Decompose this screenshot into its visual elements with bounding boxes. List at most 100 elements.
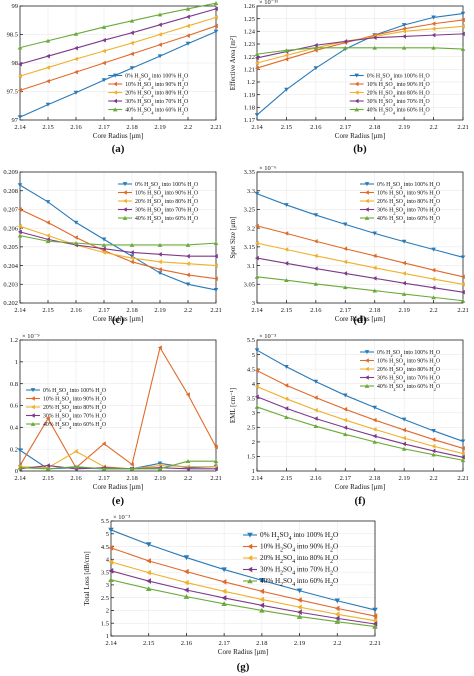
legend-text-part: O — [436, 367, 440, 373]
data-point — [401, 446, 407, 451]
x-tick-label: 2.15 — [42, 307, 53, 314]
y-tick-label: 98.5 — [7, 32, 18, 39]
legend-text-part: into 90% H — [405, 191, 434, 197]
data-point — [342, 222, 348, 227]
legend-text-part: O — [436, 384, 440, 390]
legend-text-part: into 60% H — [163, 216, 192, 222]
x-axis-label: Core Radius [μm] — [335, 483, 385, 491]
x-tick-label: 2.18 — [256, 640, 267, 647]
legend-subscript: 4 — [289, 536, 292, 542]
data-point — [17, 465, 23, 470]
legend-marker — [354, 81, 359, 87]
legend-entry-4: 40% H2SO4 into 60% H2O — [135, 216, 198, 225]
data-point — [313, 66, 319, 71]
legend-marker — [364, 350, 370, 355]
legend-text-part: O — [184, 91, 188, 97]
legend-marker — [122, 207, 127, 212]
legend-text-part: O — [333, 566, 338, 574]
legend-text-part: 30% H — [135, 208, 152, 214]
data-point — [460, 289, 465, 295]
legend-subscript: 2 — [192, 194, 195, 199]
data-point — [460, 445, 465, 451]
legend-text-part: into 70% H — [395, 99, 424, 105]
data-point — [460, 46, 466, 51]
y-tick-label: 0.203 — [3, 281, 18, 288]
data-point — [284, 203, 289, 208]
legend-marker — [30, 388, 36, 393]
legend-subscript: 2 — [330, 571, 333, 577]
data-point — [101, 466, 107, 471]
data-point — [213, 263, 218, 268]
series-line-4 — [110, 579, 376, 628]
legend-subscript: 2 — [330, 559, 333, 565]
data-point — [401, 417, 407, 422]
legend-subscript: 2 — [383, 111, 386, 116]
data-point — [401, 45, 407, 50]
legend-text-part: 10% H — [135, 191, 152, 197]
legend-text-part: into 90% H — [163, 191, 192, 197]
data-point — [313, 266, 318, 271]
legend-entry-3: 30% H2SO4 into 70% H2O — [135, 208, 198, 217]
x-tick-label: 2.18 — [126, 307, 137, 314]
series-line-0 — [19, 184, 217, 291]
data-point — [313, 281, 319, 286]
legend-entry-1: 10% H2SO4 into 90% H2O — [135, 191, 198, 200]
legend-text-part: O — [194, 191, 198, 197]
data-point — [157, 271, 163, 276]
legend-subscript: 2 — [277, 536, 280, 542]
legend-text-part: into 90% H — [395, 82, 424, 88]
legend-text-part: 10% H — [43, 397, 60, 403]
legend-subscript: 4 — [292, 559, 295, 565]
legend-subscript: 4 — [400, 186, 403, 191]
data-point — [108, 527, 114, 533]
x-tick-label: 2.19 — [294, 640, 305, 647]
data-point — [334, 615, 340, 622]
data-point — [185, 466, 190, 472]
data-point — [213, 276, 218, 281]
legend-text-part: 40% H — [43, 422, 60, 428]
legend-text-part: SO — [154, 199, 161, 205]
legend-text-part: 0% H — [125, 74, 139, 80]
legend-entry-3: 30% H2SO4 into 70% H2O — [260, 566, 338, 577]
data-point — [221, 601, 227, 607]
data-point — [129, 254, 135, 259]
legend-text-part: into 80% H — [154, 91, 183, 97]
data-point — [402, 435, 406, 441]
y-tick-label: 97 — [12, 117, 19, 124]
legend-subscript: 4 — [69, 409, 72, 414]
legend-text-part: O — [426, 74, 430, 80]
x-tick-label: 2.2 — [184, 307, 192, 314]
legend-subscript: 2 — [192, 220, 195, 225]
x-tick-label: 2.16 — [70, 307, 82, 314]
y-tick-label: 0.205 — [3, 244, 18, 251]
data-point — [183, 579, 189, 586]
data-point — [297, 597, 302, 603]
panel-caption: (e) — [112, 495, 125, 507]
legend-text-part: SO — [141, 74, 148, 80]
y-tick-label: 3.2 — [247, 225, 255, 232]
x-tick-label: 2.17 — [340, 124, 352, 131]
data-point — [157, 267, 162, 272]
legend-text-part: SO — [154, 208, 161, 214]
chart-panel-b: 1.17 1.18 1.19 1.2 1.21 1.22 1.23 1.24 1.25 1.26 2… — [229, 0, 469, 155]
legend-text-part: into 80% H — [405, 199, 434, 205]
y-tick-label: 1.25 — [244, 16, 255, 23]
legend-subscript: 2 — [434, 194, 437, 199]
x-tick-label: 2.14 — [251, 124, 263, 131]
legend-subscript: 2 — [59, 417, 62, 422]
data-point — [17, 183, 23, 188]
legend-text-part: O — [426, 82, 430, 88]
y-tick-label: 5.5 — [101, 518, 109, 525]
legend-text-part: O — [333, 577, 338, 585]
legend-text-part: SO — [283, 577, 292, 585]
series-line-4 — [19, 235, 217, 246]
legend-subscript: 2 — [59, 400, 62, 405]
legend-entry-3: 30% H2SO4 into 70% H2O — [367, 99, 430, 108]
x-tick-label: 2.15 — [281, 475, 292, 482]
data-point — [254, 55, 259, 61]
legend-subscript: 2 — [141, 86, 144, 91]
legend-subscript: 2 — [393, 371, 396, 376]
data-point — [297, 604, 302, 610]
